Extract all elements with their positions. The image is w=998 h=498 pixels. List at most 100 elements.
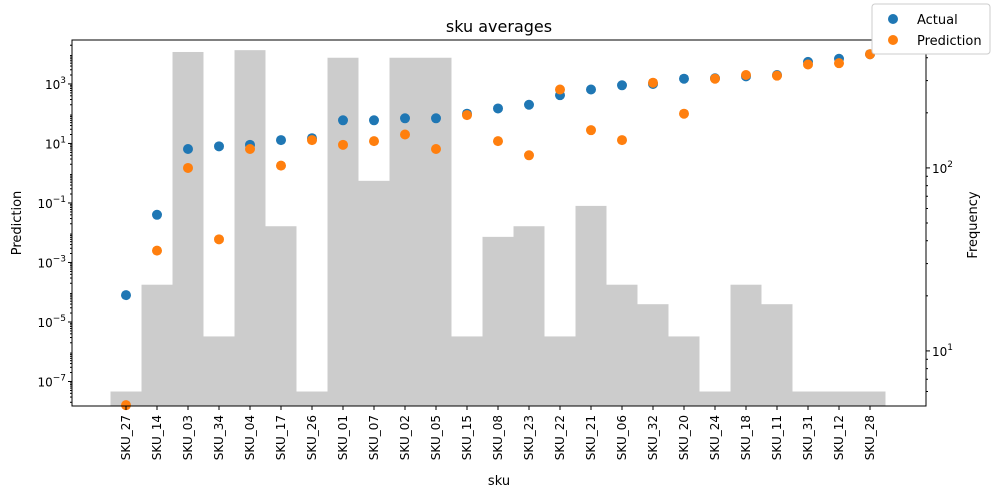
legend-frame: [871, 3, 991, 55]
point-prediction: [400, 129, 410, 140]
x-tick-label: SKU_26: [305, 415, 319, 460]
y2-axis-label: Frequency: [966, 191, 981, 258]
point-actual: [183, 144, 193, 155]
frequency-bar: [296, 391, 328, 406]
frequency-bar: [358, 180, 390, 406]
frequency-bar: [110, 391, 142, 406]
chart-title: sku averages: [446, 17, 552, 36]
x-tick-label: SKU_04: [243, 415, 257, 460]
frequency-bar: [451, 336, 483, 406]
y-tick-label: 10−3: [37, 254, 66, 270]
point-prediction: [462, 110, 472, 121]
point-prediction: [338, 139, 348, 150]
frequency-bar: [575, 205, 607, 406]
x-axis-label: sku: [488, 474, 510, 489]
frequency-bar: [823, 391, 855, 406]
y-tick-label: 10−7: [37, 373, 66, 389]
frequency-bar: [203, 336, 235, 406]
x-tick-label: SKU_14: [150, 415, 164, 460]
frequency-bar: [699, 391, 731, 406]
y-tick-label: 103: [45, 76, 66, 92]
legend: Actual Prediction: [871, 3, 991, 55]
y-tick-label: 10−5: [37, 314, 66, 330]
point-prediction: [834, 58, 844, 69]
point-actual: [493, 103, 503, 114]
x-tick-label: SKU_05: [429, 415, 443, 460]
x-tick-label: SKU_31: [801, 415, 815, 460]
frequency-bar: [141, 284, 173, 406]
legend-marker-prediction: [888, 35, 898, 45]
legend-label-prediction: Prediction: [917, 34, 982, 49]
x-tick-label: SKU_03: [181, 415, 195, 460]
frequency-bar: [730, 284, 762, 406]
point-prediction: [183, 162, 193, 173]
frequency-bar: [761, 304, 793, 406]
frequency-bars: [110, 50, 886, 407]
point-prediction: [741, 69, 751, 80]
x-tick-label: SKU_11: [770, 415, 784, 460]
frequency-bar: [668, 336, 700, 406]
point-prediction: [369, 136, 379, 147]
x-tick-label: SKU_34: [212, 415, 226, 460]
point-prediction: [648, 77, 658, 88]
frequency-bar: [854, 391, 886, 406]
point-prediction: [214, 234, 224, 245]
x-tick-label: SKU_12: [832, 415, 846, 460]
point-prediction: [493, 136, 503, 147]
y-tick-label: 10−1: [37, 195, 66, 211]
y-tick-label: 101: [45, 135, 66, 151]
y2-tick-label: 102: [932, 160, 953, 176]
frequency-bar: [389, 57, 421, 407]
frequency-bar: [544, 336, 576, 406]
y-axis-left: 10−7 10−5 10−3 10−1 101 103: [37, 44, 72, 403]
x-tick-label: SKU_15: [460, 415, 474, 460]
x-tick-label: SKU_06: [615, 415, 629, 460]
point-prediction: [772, 70, 782, 81]
frequency-bar: [606, 284, 638, 406]
point-actual: [400, 113, 410, 124]
x-tick-label: SKU_24: [708, 415, 722, 460]
x-tick-label: SKU_28: [863, 415, 877, 460]
point-actual: [276, 135, 286, 146]
point-actual: [369, 115, 379, 126]
x-tick-label: SKU_32: [646, 415, 660, 460]
frequency-bar: [172, 51, 204, 406]
x-tick-label: SKU_20: [677, 415, 691, 460]
point-actual: [586, 84, 596, 95]
frequency-bar: [482, 236, 514, 406]
x-axis: SKU_27 SKU_14 SKU_03 SKU_34 SKU_04 SKU_17 SKU_…: [119, 406, 877, 460]
x-tick-label: SKU_21: [584, 415, 598, 460]
legend-marker-actual: [888, 14, 898, 24]
frequency-bar: [792, 391, 824, 406]
y-axis-label: Prediction: [10, 191, 25, 256]
point-actual: [152, 209, 162, 220]
frequency-bar: [234, 50, 266, 407]
point-prediction: [307, 135, 317, 146]
point-prediction: [617, 135, 627, 146]
point-actual: [121, 290, 131, 301]
x-tick-label: SKU_08: [491, 415, 505, 460]
point-prediction: [121, 400, 131, 411]
point-actual: [524, 99, 534, 110]
point-prediction: [431, 144, 441, 155]
x-tick-label: SKU_01: [336, 415, 350, 460]
point-actual: [431, 113, 441, 124]
point-actual: [338, 115, 348, 126]
point-prediction: [679, 108, 689, 119]
point-prediction: [710, 73, 720, 84]
point-prediction: [555, 84, 565, 95]
frequency-bar: [327, 57, 359, 407]
y-axis-right: 101 102: [926, 57, 953, 393]
y2-tick-label: 101: [932, 343, 953, 359]
point-prediction: [524, 150, 534, 161]
point-actual: [214, 141, 224, 152]
x-tick-label: SKU_17: [274, 415, 288, 460]
frequency-bar: [513, 226, 545, 406]
point-prediction: [276, 160, 286, 171]
point-prediction: [586, 125, 596, 136]
x-tick-label: SKU_22: [553, 415, 567, 460]
point-actual: [679, 73, 689, 84]
scatter-points: [121, 49, 875, 411]
legend-label-actual: Actual: [917, 13, 958, 28]
